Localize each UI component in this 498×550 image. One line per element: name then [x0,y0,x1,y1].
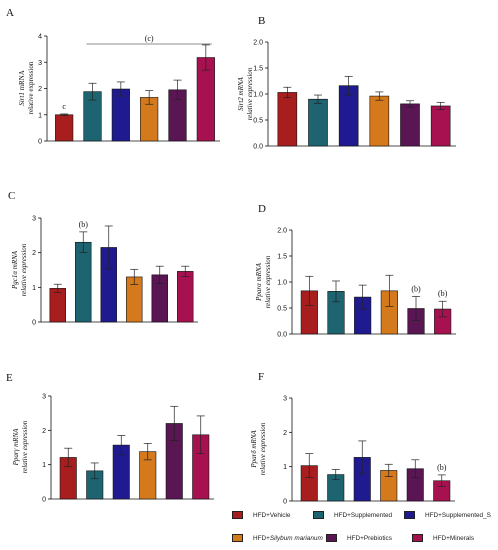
panel-label: F [258,371,264,383]
bar [308,98,328,147]
y-tick-label: 0 [283,499,287,506]
bar [55,114,74,142]
legend-item-silybum: HFD+ Silybum marianum [232,534,323,542]
bar [111,88,130,142]
bar [400,103,420,147]
legend-label: HFD+Prebiotics [347,534,392,542]
significance-label: (b) [411,285,421,294]
y-tick-label: 1 [283,464,287,471]
bar [75,241,92,323]
significance-label: (b) [437,463,447,472]
y-tick-label: 4 [38,34,42,41]
panel-a: A 0 1 2 3 4 Sirt1 mRNArelative expression c (c) [6,7,220,146]
y-tick-label: 3 [42,394,46,401]
legend-swatch-vehicle [232,511,243,519]
bar [277,92,298,147]
panel-c: C 0 1 2 3 Pgc1α mRNArelative expression (b) [8,190,198,327]
y-tick-label: 0 [32,320,36,327]
y-tick-label: 2 [32,250,36,257]
legend-item-minerals: HFD+Minerals [412,534,474,542]
y-axis-label: Sirt2 mRNArelative expression [237,67,254,120]
panel-label: A [6,7,14,19]
panel-label: B [258,15,265,27]
legend-label: HFD+Supplemented [334,511,393,519]
y-tick-label: 0.5 [277,306,287,313]
y-tick-label: 2 [38,86,42,93]
significance-label: (b) [438,289,448,298]
y-tick-label: 2 [42,428,46,435]
legend-label-italic: Silybum marianum [269,534,323,542]
y-axis-label: Pparγ mRNArelative expression [12,420,29,473]
legend: HFD+Vehicle HFD+Supplemented HFD+Supplem… [232,509,494,547]
panel-f: F 0 1 2 3 Pparδ mRNArelative expression (b) [250,371,455,506]
y-tick-label: 2.0 [277,228,287,235]
y-axis-label: Sirt1 mRNArelative expression [18,61,35,114]
y-tick-label: 2.0 [253,40,263,47]
y-tick-label: 0.0 [277,332,287,339]
y-tick-label: 3 [32,216,36,223]
y-tick-label: 1.5 [277,254,287,261]
y-axis-label: Pgc1α mRNArelative expression [11,243,28,296]
significance-label: c [62,102,66,111]
bar [430,105,451,147]
bar [49,288,66,323]
legend-swatch-supplemented-s [404,511,415,519]
legend-item-prebiotics: HFD+Prebiotics [326,534,392,542]
legend-item-supplemented-s: HFD+Supplemented_S [404,511,491,519]
legend-item-supplemented: HFD+Supplemented [313,511,392,519]
legend-swatch-silybum [232,534,243,542]
legend-label: HFD+Supplemented_S [425,511,491,519]
y-axis-label: Pparδ mRNArelative expression [250,422,267,475]
y-tick-label: 1 [38,112,42,119]
y-tick-label: 0.5 [253,118,263,125]
panel-b: B 0.0 0.5 1.0 1.5 2.0 Sirt2 mRNArelative expre… [237,15,456,151]
legend-swatch-prebiotics [326,534,337,542]
panel-label: E [6,372,13,384]
panel-label: C [8,190,15,202]
panel-e: E 0 1 2 3 Pparγ mRNArelative expression [6,372,214,504]
y-tick-label: 3 [283,396,287,403]
panel-label: D [258,203,266,215]
legend-item-vehicle: HFD+Vehicle [232,511,290,519]
y-tick-label: 0 [38,139,42,146]
y-tick-label: 1.0 [277,280,287,287]
legend-swatch-minerals [412,534,423,542]
legend-label: HFD+ [253,534,270,542]
significance-label: (c) [145,34,154,43]
legend-label: HFD+Minerals [433,534,475,542]
bar [177,271,194,323]
y-tick-label: 3 [38,60,42,67]
panel-d: D 0.0 0.5 1.0 1.5 2.0 Pparα mRNArelative expre… [255,203,456,339]
y-tick-label: 1 [42,462,46,469]
y-tick-label: 0 [42,497,46,504]
y-tick-label: 1.0 [253,92,263,99]
y-tick-label: 2 [283,430,287,437]
y-tick-label: 0.0 [253,144,263,151]
y-tick-label: 1 [32,285,36,292]
bar [369,95,390,147]
legend-label: HFD+Vehicle [253,511,291,519]
y-axis-label: Pparα mRNArelative expression [255,255,272,308]
legend-swatch-supplemented [313,511,324,519]
significance-label: (b) [79,220,89,229]
y-tick-label: 1.5 [253,66,263,73]
